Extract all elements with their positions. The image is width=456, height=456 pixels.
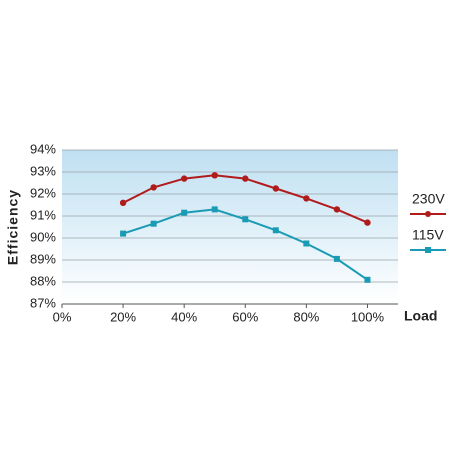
marker xyxy=(119,199,127,206)
marker xyxy=(150,184,157,191)
marker xyxy=(211,172,218,179)
legend-label: 230V xyxy=(412,191,445,207)
marker xyxy=(364,276,371,283)
x-tick-label: 60% xyxy=(232,309,258,324)
x-tick-label: 100% xyxy=(351,309,385,324)
y-tick-label: 88% xyxy=(30,273,56,288)
x-tick-label: 20% xyxy=(110,309,136,324)
y-tick-label: 93% xyxy=(30,163,56,178)
y-tick-label: 91% xyxy=(30,207,56,222)
marker xyxy=(364,219,371,226)
x-axis-label: Load xyxy=(404,308,437,324)
marker xyxy=(181,209,188,216)
x-tick-label: 40% xyxy=(171,309,197,324)
y-tick-label: 87% xyxy=(30,295,56,310)
x-tick-label: 0% xyxy=(53,309,72,324)
marker xyxy=(120,230,127,237)
marker xyxy=(303,240,310,247)
y-axis-label: Efficiency xyxy=(5,189,21,265)
marker xyxy=(211,206,218,213)
legend-label: 115V xyxy=(412,227,444,243)
marker xyxy=(333,255,340,262)
marker xyxy=(242,216,249,223)
x-tick-label: 80% xyxy=(293,309,319,324)
marker xyxy=(272,185,280,192)
legend-marker xyxy=(425,247,431,253)
marker xyxy=(272,227,279,234)
y-tick-label: 90% xyxy=(30,229,56,244)
marker xyxy=(333,206,341,213)
marker xyxy=(303,195,310,202)
marker xyxy=(242,175,249,182)
marker xyxy=(180,175,188,182)
plot-area xyxy=(62,150,398,304)
y-tick-label: 94% xyxy=(30,141,56,156)
y-tick-label: 89% xyxy=(30,251,56,266)
marker xyxy=(150,220,157,227)
y-tick-label: 92% xyxy=(30,185,56,200)
legend-marker xyxy=(425,211,431,217)
